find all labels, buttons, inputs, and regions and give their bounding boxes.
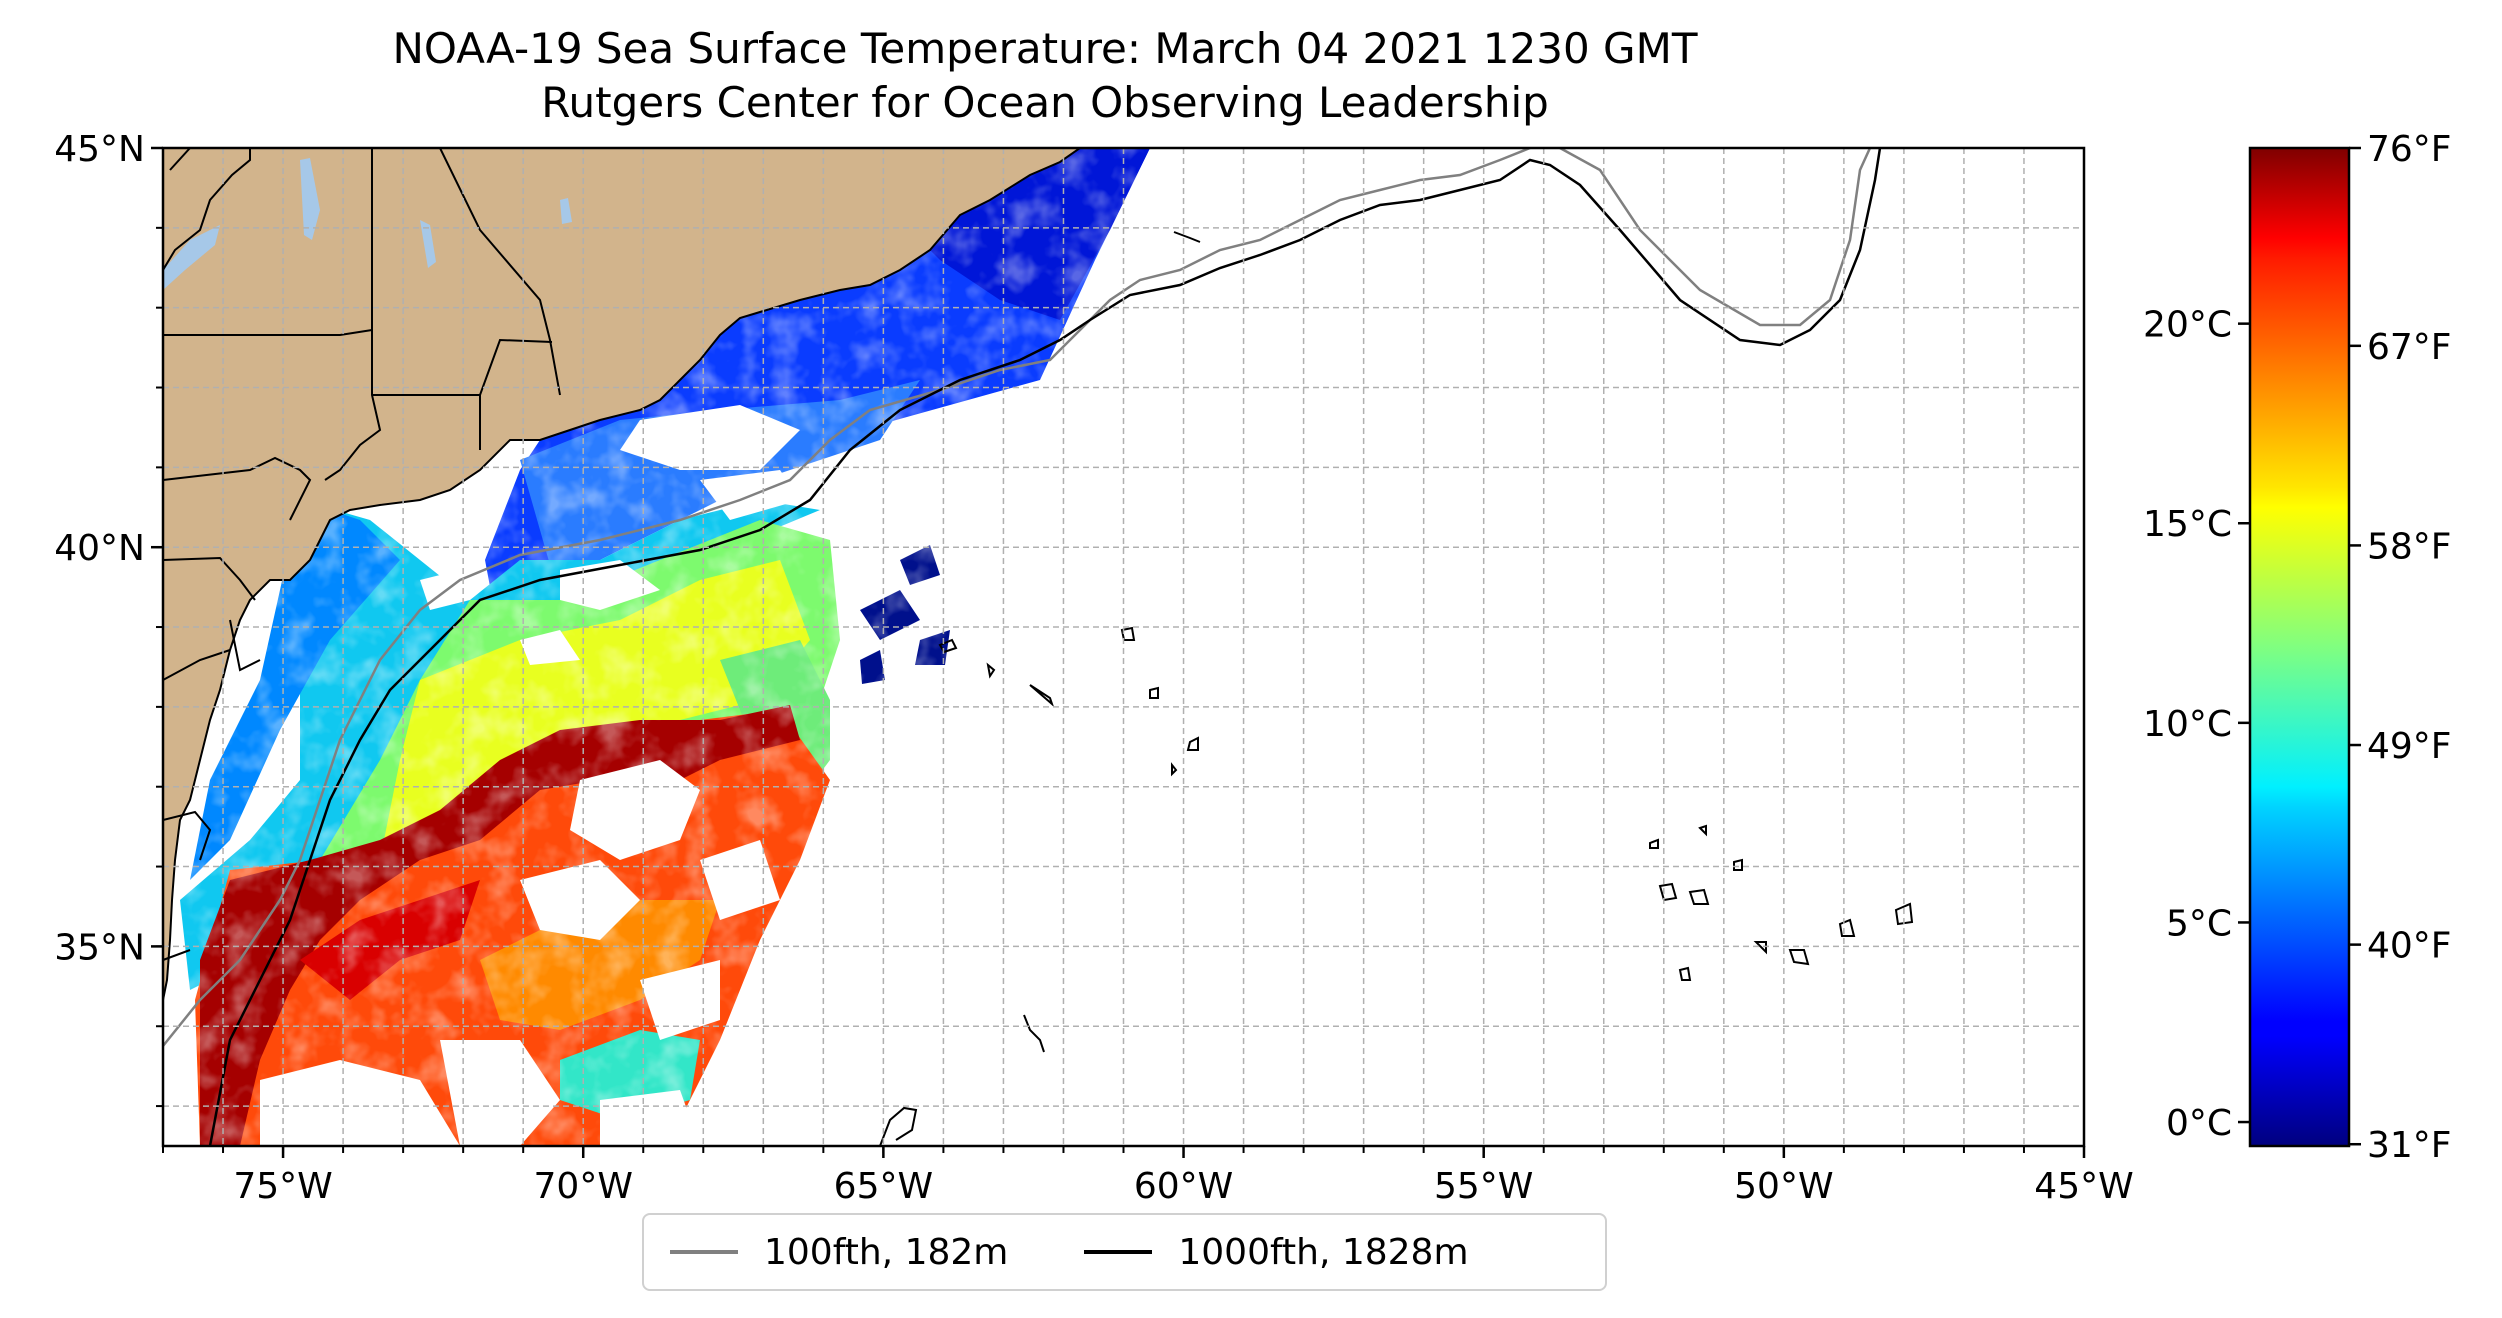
contour-100fth-east bbox=[1559, 148, 1872, 327]
state-borders bbox=[163, 148, 561, 961]
colorbar-c-label: 5°C bbox=[2166, 903, 2232, 944]
colorbar-f-label: 40°F bbox=[2367, 926, 2452, 967]
legend: 100fth, 182m 1000fth, 1828m bbox=[642, 1213, 1607, 1291]
map-panel bbox=[163, 148, 2084, 1146]
legend-item-100fth: 100fth, 182m bbox=[670, 1232, 1008, 1273]
colorbar bbox=[2248, 146, 2351, 1148]
title-line-1: NOAA-19 Sea Surface Temperature: March 0… bbox=[392, 24, 1698, 73]
lon-tick-label: 55°W bbox=[1434, 1166, 1533, 1207]
colorbar-f-label: 58°F bbox=[2367, 526, 2452, 567]
contour-100fth bbox=[163, 148, 1531, 1047]
colorbar-f-label: 31°F bbox=[2367, 1125, 2452, 1166]
legend-label-1000fth: 1000fth, 1828m bbox=[1178, 1231, 1469, 1273]
contour-1000fth bbox=[208, 148, 1882, 1146]
cloud-mask bbox=[260, 405, 800, 1146]
lon-tick-label: 45°W bbox=[2034, 1166, 2133, 1207]
colorbar-c-label: 10°C bbox=[2143, 704, 2232, 745]
colorbar-c-label: 20°C bbox=[2143, 305, 2232, 346]
chart-title: NOAA-19 Sea Surface Temperature: March 0… bbox=[0, 22, 2090, 130]
lakes bbox=[163, 158, 572, 290]
colorbar-c-label: 15°C bbox=[2143, 504, 2232, 545]
lon-tick-label: 60°W bbox=[1134, 1166, 1233, 1207]
lon-tick-label: 75°W bbox=[233, 1166, 332, 1207]
lon-tick-label: 65°W bbox=[834, 1166, 933, 1207]
legend-item-1000fth: 1000fth, 1828m bbox=[1084, 1231, 1469, 1273]
lon-tick-label: 50°W bbox=[1734, 1166, 1833, 1207]
colorbar-f-label: 76°F bbox=[2367, 129, 2452, 170]
seamounts bbox=[879, 231, 1914, 1146]
lon-tick-label: 70°W bbox=[534, 1166, 633, 1207]
lat-tick-label: 45°N bbox=[54, 129, 145, 170]
lat-tick-label: 40°N bbox=[54, 528, 145, 569]
land-mass bbox=[163, 148, 1082, 1001]
legend-label-100fth: 100fth, 182m bbox=[764, 1231, 1009, 1273]
axis-ticks: 75°W 70°W 65°W 60°W 55°W 50°W 45°W 45°N 40°N 35°N bbox=[54, 129, 2133, 1207]
lat-tick-label: 35°N bbox=[54, 927, 145, 968]
colorbar-ticks: 0°C 5°C 10°C 15°C 20°C 31°F 40°F 49°F 58°F 67°F 76… bbox=[2143, 129, 2451, 1166]
title-line-2: Rutgers Center for Ocean Observing Leade… bbox=[541, 78, 1549, 127]
legend-swatch-100fth bbox=[670, 1250, 738, 1254]
gridlines bbox=[163, 148, 2084, 1146]
legend-swatch-1000fth bbox=[1084, 1250, 1153, 1254]
colorbar-f-label: 49°F bbox=[2367, 726, 2452, 767]
colorbar-c-label: 0°C bbox=[2166, 1103, 2232, 1144]
colorbar-f-label: 67°F bbox=[2367, 327, 2452, 368]
